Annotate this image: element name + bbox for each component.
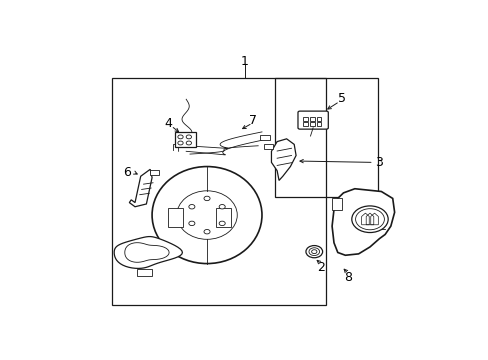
Text: 1: 1 [241,55,248,68]
Text: 6: 6 [123,166,131,179]
Bar [316,122,321,126]
Circle shape [219,221,225,226]
Bar [331,198,341,210]
Ellipse shape [177,191,237,239]
Bar [264,144,273,149]
Polygon shape [114,237,182,269]
Bar [150,170,158,175]
Bar [260,135,269,140]
Bar [309,117,314,121]
FancyBboxPatch shape [297,111,327,129]
Ellipse shape [152,167,262,264]
Bar [302,117,307,121]
Circle shape [203,196,210,201]
Bar [309,122,314,126]
Text: 8: 8 [344,271,352,284]
Text: 5: 5 [337,92,345,105]
Text: 7: 7 [249,114,257,127]
Bar [167,208,183,227]
Circle shape [203,229,210,234]
Bar [137,269,152,276]
Text: 3: 3 [375,156,383,169]
Circle shape [219,204,225,209]
Circle shape [188,221,195,226]
Bar [275,78,377,197]
Bar [216,208,231,227]
Circle shape [188,204,195,209]
Polygon shape [124,243,169,262]
Bar [175,132,195,147]
Polygon shape [129,169,152,207]
Bar [302,122,307,126]
Circle shape [305,246,322,258]
Polygon shape [271,139,296,180]
Bar [316,117,321,121]
Polygon shape [331,189,394,255]
Circle shape [351,206,387,233]
Text: 2: 2 [316,261,324,274]
Bar [112,78,325,305]
Text: 4: 4 [164,117,172,130]
